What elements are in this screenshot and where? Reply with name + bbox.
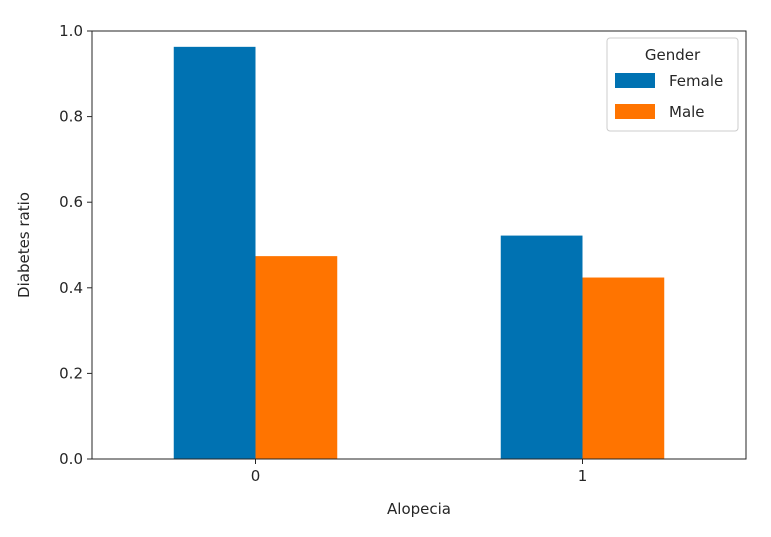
y-tick-label: 0.4 [59, 279, 83, 297]
bar-male-1 [582, 277, 665, 459]
legend-label-female: Female [669, 72, 723, 90]
y-tick-label: 0.8 [59, 108, 83, 126]
bar-male-0 [255, 256, 338, 459]
legend-title: Gender [645, 46, 701, 64]
y-axis-label: Diabetes ratio [15, 192, 33, 298]
legend-swatch-female [615, 73, 655, 88]
legend-label-male: Male [669, 103, 705, 121]
bars-layer [173, 46, 665, 459]
x-tick-label: 0 [251, 467, 261, 485]
y-tick-label: 1.0 [59, 22, 83, 40]
bar-female-0 [173, 46, 256, 459]
y-tick-label: 0.0 [59, 450, 83, 468]
legend: Gender Female Male [606, 37, 739, 132]
x-tick-label: 1 [578, 467, 588, 485]
legend-swatch-male [615, 104, 655, 119]
axes-layer [91, 30, 747, 460]
ticks-layer: 0 1 0.0 0.2 0.4 0.6 0.8 1.0 [59, 22, 587, 485]
plot-frame [91, 30, 747, 460]
y-tick-label: 0.2 [59, 364, 83, 382]
bar-female-1 [500, 235, 583, 459]
y-tick-label: 0.6 [59, 193, 83, 211]
x-axis-label: Alopecia [387, 500, 451, 518]
